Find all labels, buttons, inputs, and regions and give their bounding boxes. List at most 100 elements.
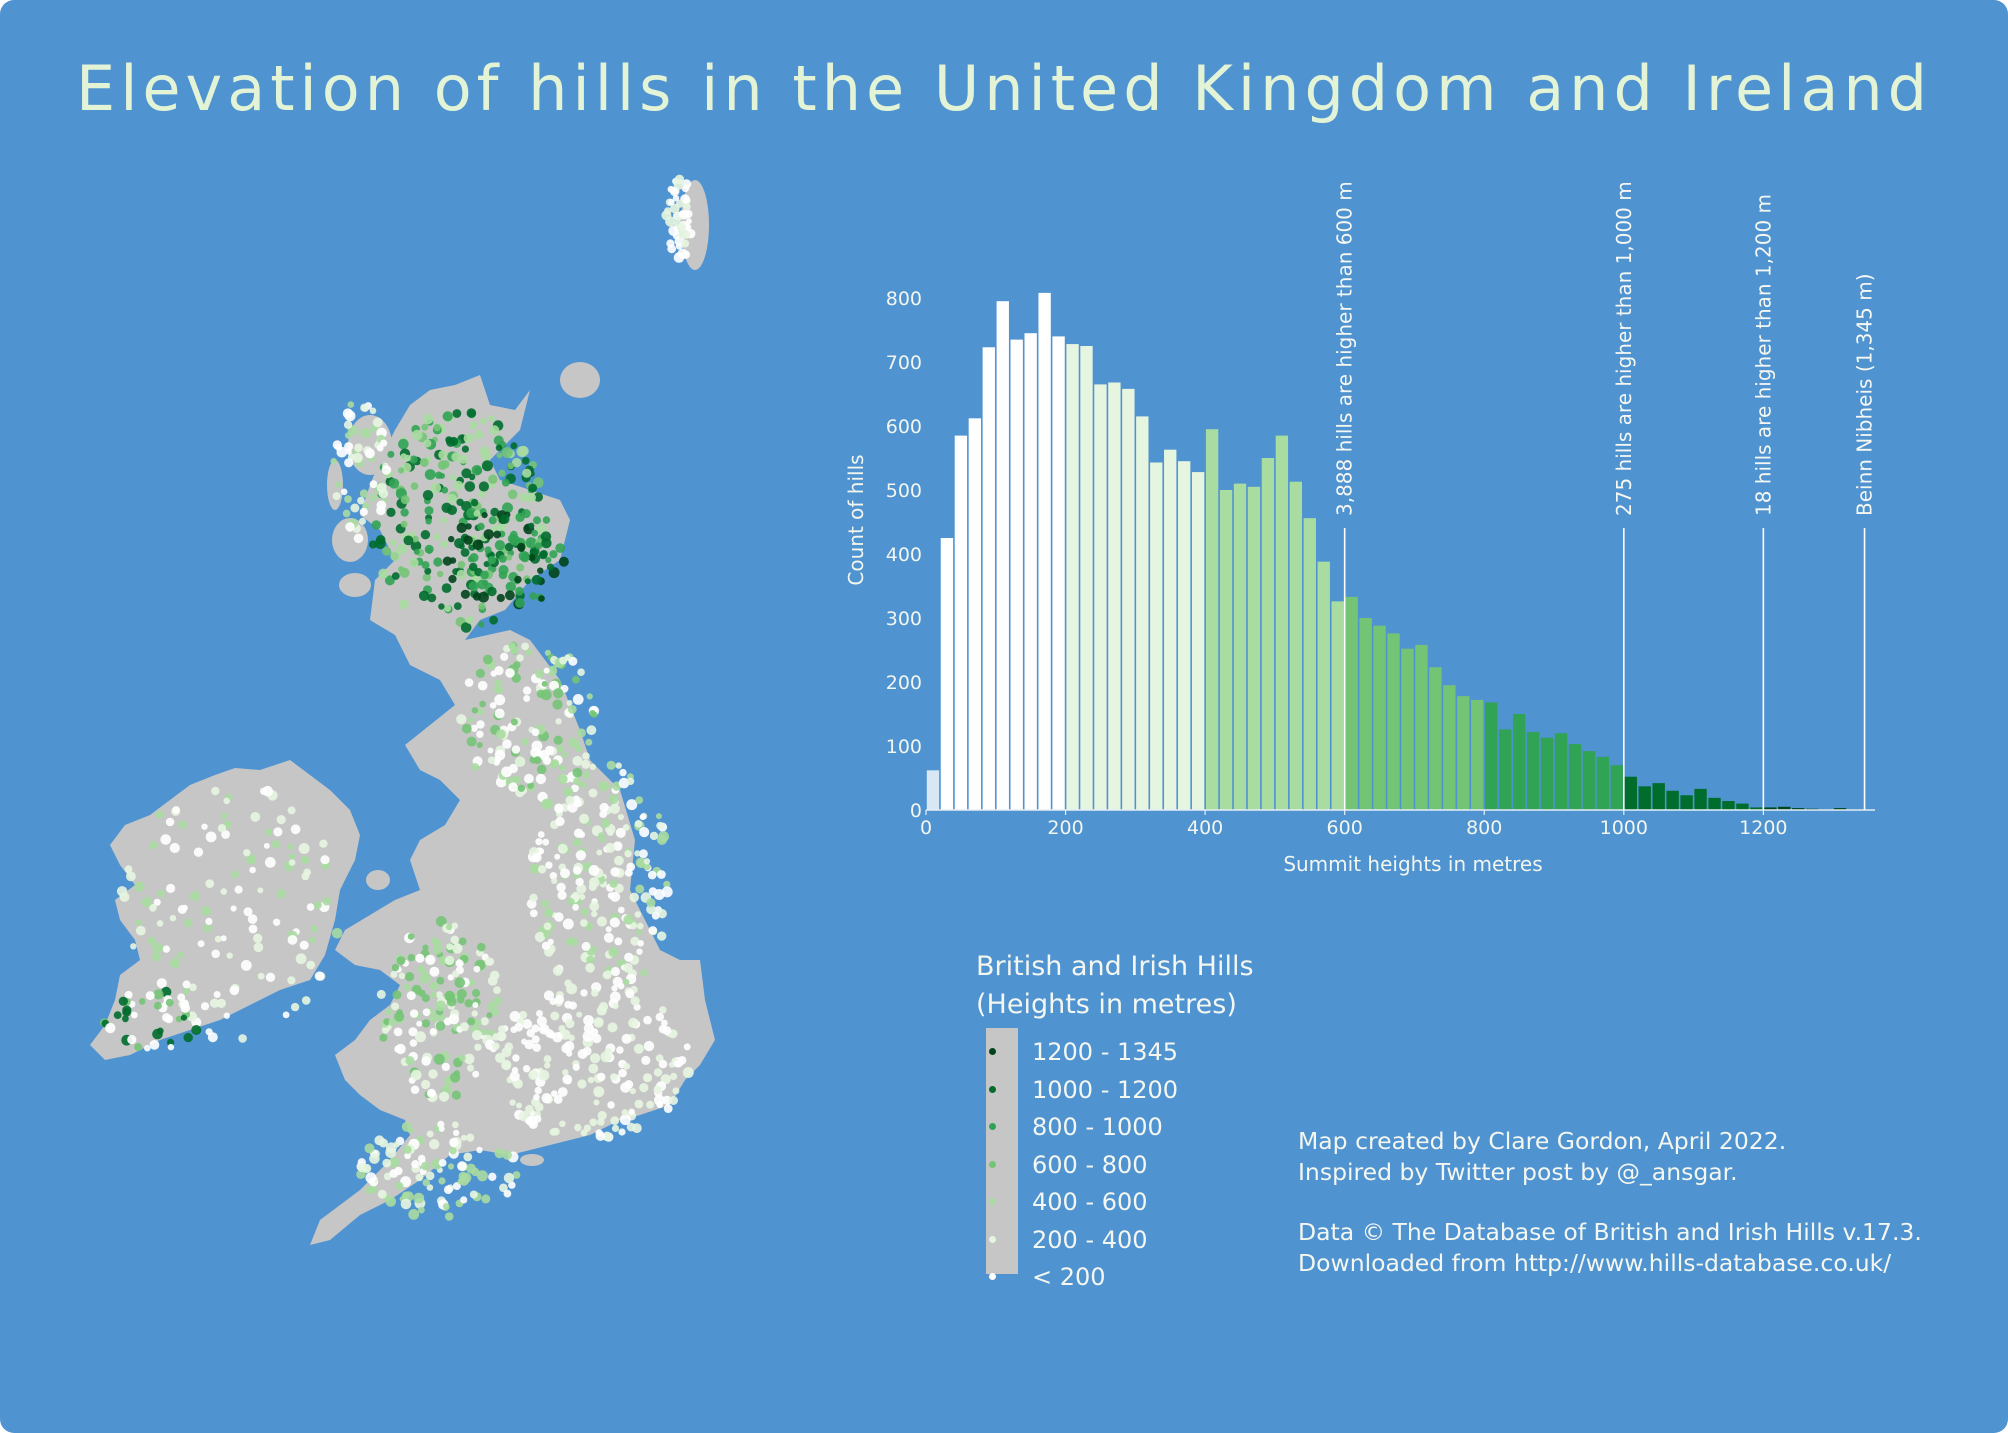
hill-point [425,1171,435,1181]
hill-point [220,935,227,942]
hill-point [335,481,342,488]
height-histogram: 0 200 400 600 800 1000 1200 0 100 200 300 400 500 600… [844,181,1877,876]
hill-point [466,507,477,519]
hill-point [609,917,620,928]
hill-point [415,1031,426,1043]
hill-point [656,821,664,830]
hill-point [572,767,583,778]
hill-point [543,990,554,1001]
hill-point [287,843,294,850]
hill-point [479,446,490,457]
hill-point [469,553,479,563]
hill-point [592,1033,602,1044]
hill-point [382,546,392,556]
hill-point [290,824,301,835]
hill-point [514,575,522,584]
hill-point [191,1025,202,1035]
histogram-bar [1554,733,1568,810]
hill-point [369,1153,380,1164]
hill-point [425,954,436,965]
hill-point [441,486,449,494]
hill-point [565,1019,575,1029]
x-tick-label: 600 [1327,817,1363,839]
hill-point [643,1015,652,1025]
hill-point [465,615,474,624]
hill-point [509,1071,520,1082]
histogram-bar [1666,790,1679,810]
hill-point [287,806,296,815]
hill-point [540,689,552,701]
hill-point [566,983,578,995]
hill-point [508,763,518,774]
hill-point [295,953,307,965]
hill-point [475,668,485,678]
hill-point [433,1053,445,1065]
legend-dot [989,1160,996,1168]
histogram-bar [1164,449,1177,810]
histogram-bar [1596,756,1610,810]
hill-point [469,421,478,430]
hill-point [643,1040,655,1052]
hill-point [290,1002,300,1012]
hill-point [621,1109,629,1116]
hill-point [400,1198,412,1210]
hill-point [417,965,425,973]
hill-point [526,1028,535,1038]
hill-point [436,976,445,985]
legend-dot [989,1235,996,1243]
hill-point [538,1069,550,1081]
hill-point [576,728,586,738]
hill-point [662,1095,672,1105]
histogram-bar [1540,737,1554,810]
hill-point [574,1123,582,1132]
hill-point [273,827,283,837]
hill-point [118,996,128,1006]
hill-point [433,939,442,949]
hill-point [591,989,599,997]
hill-point [593,1099,600,1106]
hill-point [265,828,273,836]
hill-point [557,843,568,854]
hill-point [541,798,552,810]
hill-point [463,1053,475,1065]
hill-point [502,502,513,514]
hill-point [374,538,386,549]
hill-point [177,993,186,1002]
hill-point [658,1059,668,1069]
hill-point [282,1011,290,1019]
hill-point [167,1038,175,1046]
hill-point [543,931,551,938]
hill-point [637,940,644,947]
hill-point [568,737,580,749]
hill-point [552,1127,560,1136]
hill-point [217,824,227,833]
hill-point [441,583,452,593]
hill-point [508,642,516,650]
hill-point [512,1054,520,1062]
histogram-bar [1066,344,1079,810]
hill-point [360,403,369,412]
legend-item: 1000 - 1200 [1032,1075,1179,1104]
hill-point [124,865,133,874]
hill-point [473,510,481,517]
hill-point [505,581,516,592]
hill-point [211,949,220,959]
hill-point [421,1056,431,1066]
hill-point [612,841,623,851]
hill-point [589,710,596,717]
hill-point [644,1074,652,1082]
hill-point [665,216,676,227]
hill-point [634,1099,644,1109]
hill-point [391,572,400,580]
hill-point [670,1072,678,1080]
hill-point [482,654,493,665]
hill-point [619,768,627,777]
hill-point [505,590,515,601]
hill-point [643,858,651,865]
hill-point [618,1068,627,1078]
hill-point [430,482,442,494]
hill-point [243,849,251,857]
hill-point [172,806,180,814]
legend-dot [989,1198,996,1205]
